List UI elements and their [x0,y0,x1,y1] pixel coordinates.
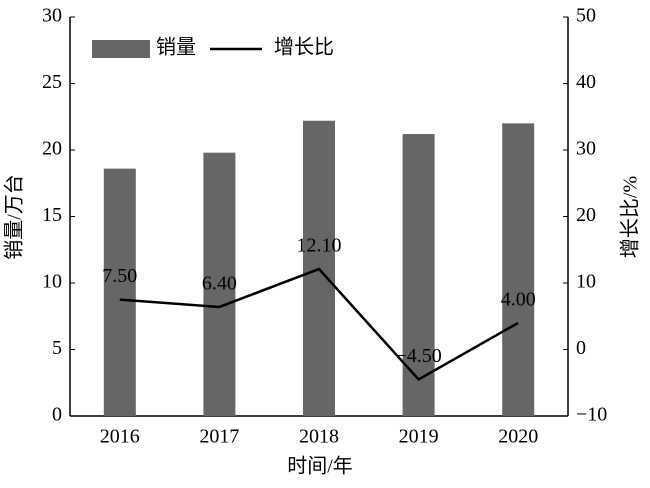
y2-tick-label: −10 [576,404,607,426]
data-label: 6.40 [202,273,237,295]
y2-axis-label: 增长比/% [619,176,642,258]
x-tick-label: 2016 [100,426,140,448]
legend-label: 增长比 [274,36,334,59]
y-tick-label: 30 [42,5,62,27]
data-label: −4.50 [395,345,441,367]
y2-tick-label: 10 [576,271,596,293]
bar [203,152,236,416]
y2-tick-label: 30 [576,138,596,160]
data-label: 4.00 [501,288,536,310]
line [119,267,519,382]
y2-tick-label: 40 [576,71,596,93]
legend-label: 销量 [156,36,196,59]
legend-swatch [92,40,150,58]
x-axis-label: 时间/年 [287,455,353,478]
x-tick-label: 2017 [199,426,239,448]
y-tick-label: 25 [42,71,62,93]
bar [103,168,136,416]
x-tick-label: 2018 [299,426,339,448]
y2-tick-label: 0 [576,337,586,359]
data-label: 7.50 [102,265,137,287]
y-tick-label: 5 [52,337,62,359]
y2-tick-label: 20 [576,204,596,226]
y-tick-label: 20 [42,138,62,160]
y-axis-label: 销量/万台 [3,174,26,260]
y-tick-label: 10 [42,271,62,293]
y-tick-label: 15 [42,204,62,226]
x-tick-label: 2020 [498,426,538,448]
y-tick-label: 0 [52,404,62,426]
y2-tick-label: 50 [576,5,596,27]
x-tick-label: 2019 [399,426,439,448]
bar [502,123,535,417]
data-label: 12.10 [297,235,342,257]
